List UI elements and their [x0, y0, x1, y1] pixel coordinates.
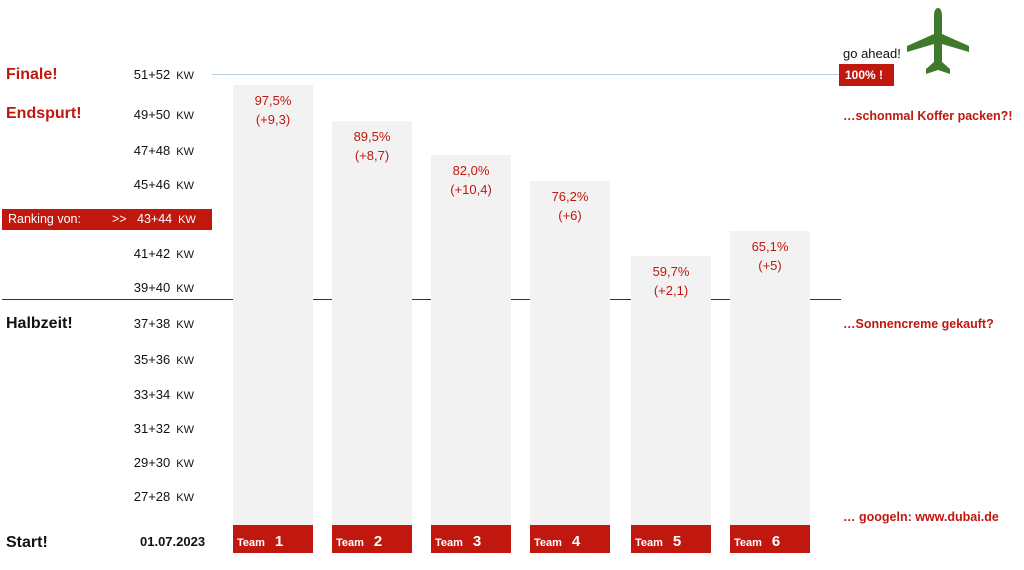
go-ahead-text: go ahead!: [843, 46, 901, 61]
bar-data-label: 97,5% (+9,3): [233, 91, 313, 129]
bar-team-4: [530, 181, 610, 525]
team-prefix: Team: [336, 537, 364, 549]
y-tick-label: 29+30 KW: [114, 455, 194, 470]
delta-label: (+10,4): [450, 182, 492, 197]
team-prefix: Team: [237, 537, 265, 549]
value-label: 59,7%: [652, 264, 690, 279]
team-number: 3: [472, 533, 482, 550]
team-label: Team 4: [530, 525, 610, 553]
team-prefix: Team: [635, 537, 663, 549]
team-label: Team 5: [631, 525, 711, 553]
y-tick-label: 39+40 KW: [114, 280, 194, 295]
y-tick-unit: KW: [176, 110, 194, 122]
bar-data-label: 89,5% (+8,7): [332, 127, 412, 165]
delta-label: (+9,3): [255, 112, 291, 127]
ranking-arrows: >>: [112, 212, 127, 226]
y-tick-label: 27+28 KW: [114, 489, 194, 504]
team-number: 6: [771, 533, 781, 550]
value-label: 97,5%: [254, 93, 292, 108]
y-tick-unit: KW: [176, 492, 194, 504]
y-tick-unit: KW: [176, 458, 194, 470]
goal-line: [212, 74, 839, 75]
bar-team-3: [431, 155, 511, 525]
y-tick-value: 45+46: [133, 177, 171, 192]
y-tick-value: 35+36: [133, 352, 171, 367]
y-tick-unit: KW: [176, 146, 194, 158]
y-tick-unit: KW: [176, 283, 194, 295]
y-tick-label: 49+50 KW: [114, 107, 194, 122]
y-tick-value: 27+28: [133, 489, 171, 504]
halftime-line: [2, 299, 841, 300]
googeln-note: … googeln: www.dubai.de: [843, 510, 999, 524]
y-tick-unit: KW: [176, 180, 194, 192]
hundred-percent-badge: 100% !: [839, 64, 894, 86]
halbzeit-label: Halbzeit!: [6, 315, 73, 332]
value-label: 89,5%: [353, 129, 391, 144]
y-tick-unit: KW: [176, 390, 194, 402]
y-tick-value: 39+40: [133, 280, 171, 295]
y-tick-unit: KW: [176, 249, 194, 261]
value-label: 82,0%: [452, 163, 490, 178]
y-tick-value: 33+34: [133, 387, 171, 402]
y-tick-value: 47+48: [133, 143, 171, 158]
delta-label: (+2,1): [653, 283, 689, 298]
y-tick-value: 29+30: [133, 455, 171, 470]
team-number: 2: [373, 533, 383, 550]
team-prefix: Team: [435, 537, 463, 549]
team-prefix: Team: [534, 537, 562, 549]
y-tick-unit: KW: [176, 355, 194, 367]
y-tick-label: 31+32 KW: [114, 421, 194, 436]
endspurt-label: Endspurt!: [6, 105, 82, 122]
ranking-week: 43+44 KW: [137, 212, 196, 226]
start-label: Start!: [6, 534, 48, 551]
bar-data-label: 65,1% (+5): [730, 237, 810, 275]
y-tick-label: 51+52 KW: [114, 67, 194, 82]
ranking-label: Ranking von:: [8, 212, 81, 226]
ranking-week-unit: KW: [178, 214, 196, 226]
team-prefix: Team: [734, 537, 762, 549]
y-tick-unit: KW: [176, 424, 194, 436]
bar-team-1: [233, 85, 313, 525]
delta-label: (+8,7): [354, 148, 390, 163]
finale-label: Finale!: [6, 66, 58, 83]
bar-data-label: 76,2% (+6): [530, 187, 610, 225]
y-tick-value: 49+50: [133, 107, 171, 122]
team-label: Team 1: [233, 525, 313, 553]
y-tick-value: 41+42: [133, 246, 171, 261]
team-label: Team 3: [431, 525, 511, 553]
team-number: 1: [274, 533, 284, 550]
y-tick-label: 37+38 KW: [114, 316, 194, 331]
delta-label: (+5): [758, 258, 782, 273]
bar-data-label: 82,0% (+10,4): [431, 161, 511, 199]
team-number: 5: [672, 533, 682, 550]
y-tick-value: 37+38: [133, 316, 171, 331]
bar-team-6: [730, 231, 810, 525]
koffer-note: …schonmal Koffer packen?!: [843, 109, 1013, 123]
y-tick-label: 35+36 KW: [114, 352, 194, 367]
ranking-bar: Ranking von: >> 43+44 KW: [2, 209, 212, 230]
start-date: 01.07.2023: [140, 534, 206, 549]
value-label: 76,2%: [551, 189, 589, 204]
team-label: Team 6: [730, 525, 810, 553]
y-tick-label: 41+42 KW: [114, 246, 194, 261]
y-tick-label: 47+48 KW: [114, 143, 194, 158]
y-tick-value: 51+52: [133, 67, 171, 82]
delta-label: (+6): [558, 208, 582, 223]
team-number: 4: [571, 533, 581, 550]
bar-data-label: 59,7% (+2,1): [631, 262, 711, 300]
bar-team-5: [631, 256, 711, 525]
y-tick-label: 45+46 KW: [114, 177, 194, 192]
y-tick-unit: KW: [176, 319, 194, 331]
y-tick-unit: KW: [176, 70, 194, 82]
team-label: Team 2: [332, 525, 412, 553]
y-tick-value: 31+32: [133, 421, 171, 436]
value-label: 65,1%: [751, 239, 789, 254]
sonnencreme-note: …Sonnencreme gekauft?: [843, 317, 994, 331]
bar-team-2: [332, 121, 412, 525]
airplane-icon: [907, 8, 969, 74]
y-tick-label: 33+34 KW: [114, 387, 194, 402]
